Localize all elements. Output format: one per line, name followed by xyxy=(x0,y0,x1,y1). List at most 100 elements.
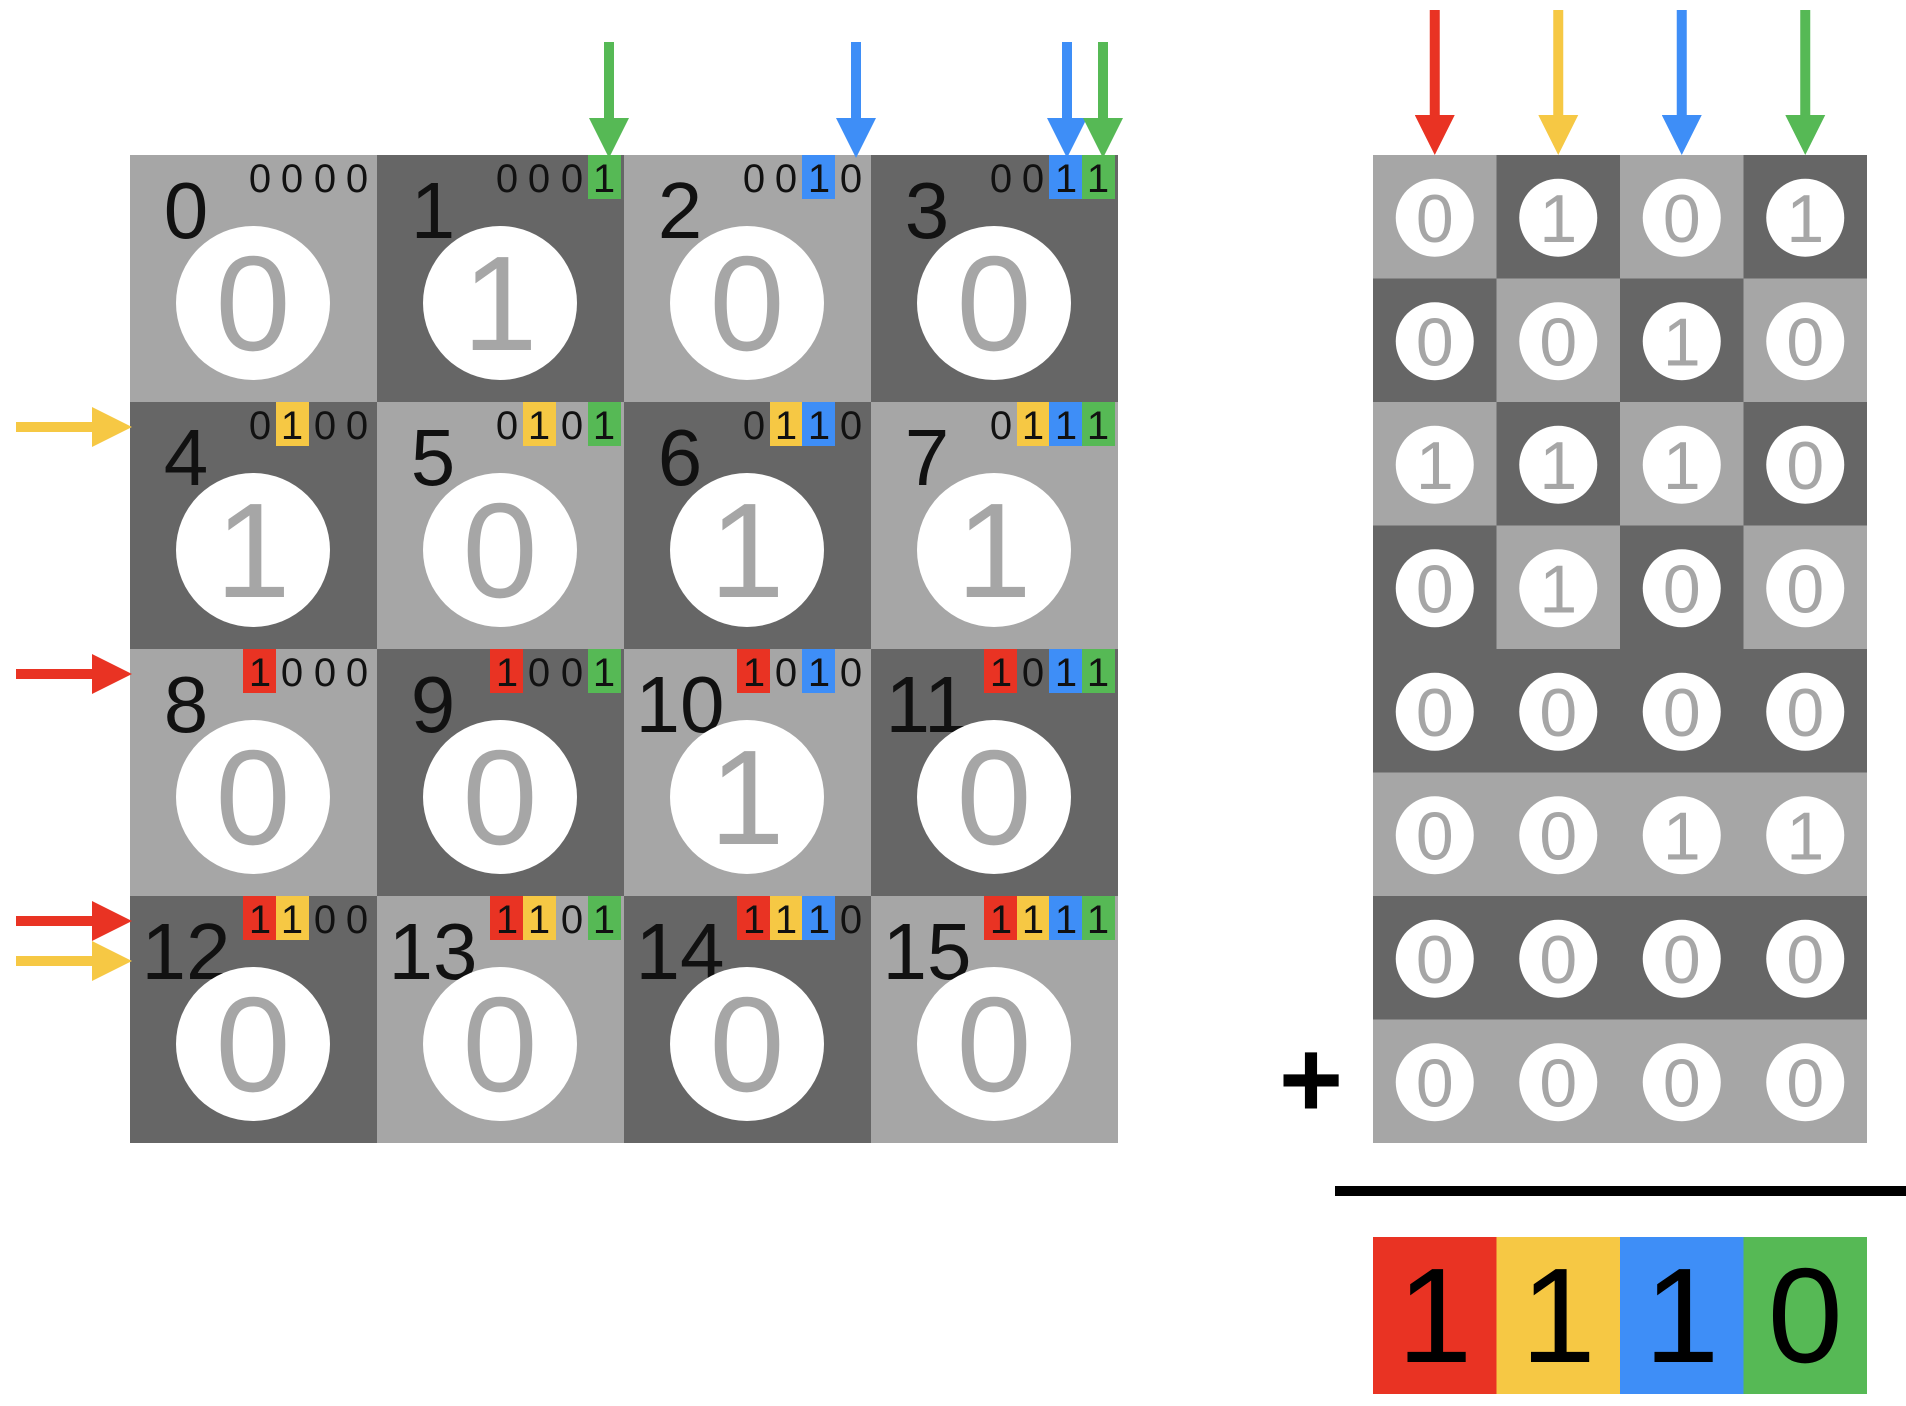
sum-value-circle xyxy=(1395,672,1474,751)
bit-digit: 1 xyxy=(528,898,550,942)
result-cell-bg xyxy=(1373,1237,1497,1394)
bit-digit: 0 xyxy=(743,157,765,201)
sum-cell-value: 0 xyxy=(1786,428,1824,504)
bit-digit: 0 xyxy=(528,157,550,201)
result-cell-bg xyxy=(1620,1237,1744,1394)
cell-index: 4 xyxy=(164,413,209,502)
value-circle xyxy=(917,967,1071,1121)
bit-digit: 1 xyxy=(1022,404,1044,448)
sum-cell: 0 xyxy=(1496,278,1620,402)
result-cell: 1 xyxy=(1373,1237,1497,1394)
bit-digit: 1 xyxy=(1087,157,1109,201)
sum-value-circle xyxy=(1519,919,1598,998)
value-circle xyxy=(423,226,577,380)
bit-highlight xyxy=(588,155,621,199)
value-circle xyxy=(670,473,824,627)
result-digit: 0 xyxy=(1768,1240,1843,1391)
sum-cell-value: 0 xyxy=(1539,798,1577,874)
sum-value-circle xyxy=(1766,302,1845,381)
sum-value-circle xyxy=(1519,302,1598,381)
bit-highlight xyxy=(1049,402,1082,446)
sum-value-circle xyxy=(1642,178,1721,257)
sum-cell: 0 xyxy=(1620,525,1744,649)
bit-digit: 0 xyxy=(496,157,518,201)
sum-cell-value: 0 xyxy=(1416,551,1454,627)
bit-highlight xyxy=(802,155,835,199)
bit-digit: 0 xyxy=(990,157,1012,201)
result-cell-bg xyxy=(1496,1237,1620,1394)
bit-highlight xyxy=(802,896,835,940)
sum-cell: 0 xyxy=(1373,525,1497,649)
cell-value: 0 xyxy=(462,475,537,626)
sum-cell-value: 1 xyxy=(1539,428,1577,504)
sum-cell: 0 xyxy=(1373,896,1497,1020)
sum-value-circle xyxy=(1519,796,1598,875)
sum-cell-value: 0 xyxy=(1786,551,1824,627)
bit-highlight xyxy=(276,896,309,940)
bit-digit: 1 xyxy=(593,157,615,201)
sum-value-circle xyxy=(1766,425,1845,504)
bit-highlight xyxy=(984,649,1017,693)
cell-index: 3 xyxy=(905,166,950,255)
grid-cell: 410 1 0 0 xyxy=(130,402,377,649)
sum-cell-value: 0 xyxy=(1416,304,1454,380)
bit-digit: 0 xyxy=(249,404,271,448)
sum-cell: 1 xyxy=(1743,772,1867,896)
grid-cell: 500 1 0 1 xyxy=(377,402,624,649)
sum-cell-value: 1 xyxy=(1663,304,1701,380)
sum-cell: 0 xyxy=(1373,649,1497,773)
bit-digit: 0 xyxy=(346,651,368,695)
sum-value-circle xyxy=(1642,919,1721,998)
bit-digit: 0 xyxy=(528,651,550,695)
sum-cell-value: 0 xyxy=(1539,304,1577,380)
bit-digit: 1 xyxy=(593,404,615,448)
cell-value: 0 xyxy=(215,228,290,379)
sum-value-circle xyxy=(1766,919,1845,998)
sum-cell: 0 xyxy=(1373,772,1497,896)
result-digit: 1 xyxy=(1644,1240,1719,1391)
sum-cell: 0 xyxy=(1743,896,1867,1020)
bit-digit: 0 xyxy=(561,404,583,448)
bit-highlight xyxy=(1082,649,1115,693)
grid-cell: 610 1 1 0 xyxy=(624,402,871,649)
sum-value-circle xyxy=(1395,425,1474,504)
bit-highlight xyxy=(770,896,803,940)
sum-cell-value: 1 xyxy=(1786,798,1824,874)
sum-value-circle xyxy=(1766,672,1845,751)
bit-digit: 0 xyxy=(314,157,336,201)
grid-cell: 200 0 1 0 xyxy=(624,155,871,402)
cell-index: 5 xyxy=(411,413,456,502)
bit-highlight xyxy=(737,896,770,940)
sum-value-circle xyxy=(1519,1043,1598,1122)
cell-value: 1 xyxy=(215,475,290,626)
sum-cell-value: 0 xyxy=(1539,675,1577,751)
bit-highlight xyxy=(1017,896,1050,940)
value-circle xyxy=(176,720,330,874)
sum-cell: 0 xyxy=(1496,1019,1620,1143)
sum-cell: 0 xyxy=(1620,1019,1744,1143)
bit-digit: 1 xyxy=(249,651,271,695)
sum-value-circle xyxy=(1395,549,1474,628)
bit-digit: 0 xyxy=(346,898,368,942)
bit-digit: 0 xyxy=(496,404,518,448)
bit-highlight xyxy=(523,402,556,446)
sum-cell: 0 xyxy=(1743,649,1867,773)
bit-digit: 0 xyxy=(561,898,583,942)
bit-digit: 0 xyxy=(775,651,797,695)
bit-highlight xyxy=(1082,402,1115,446)
sum-cell-value: 0 xyxy=(1416,181,1454,257)
sum-cell-value: 0 xyxy=(1786,304,1824,380)
bit-digit: 0 xyxy=(346,157,368,201)
sum-value-circle xyxy=(1395,919,1474,998)
bit-digit: 1 xyxy=(743,651,765,695)
sum-cell-value: 0 xyxy=(1663,1045,1701,1121)
bit-highlight xyxy=(1049,896,1082,940)
cell-value: 1 xyxy=(956,475,1031,626)
value-circle xyxy=(670,720,824,874)
value-circle xyxy=(917,473,1071,627)
bit-highlight xyxy=(802,402,835,446)
